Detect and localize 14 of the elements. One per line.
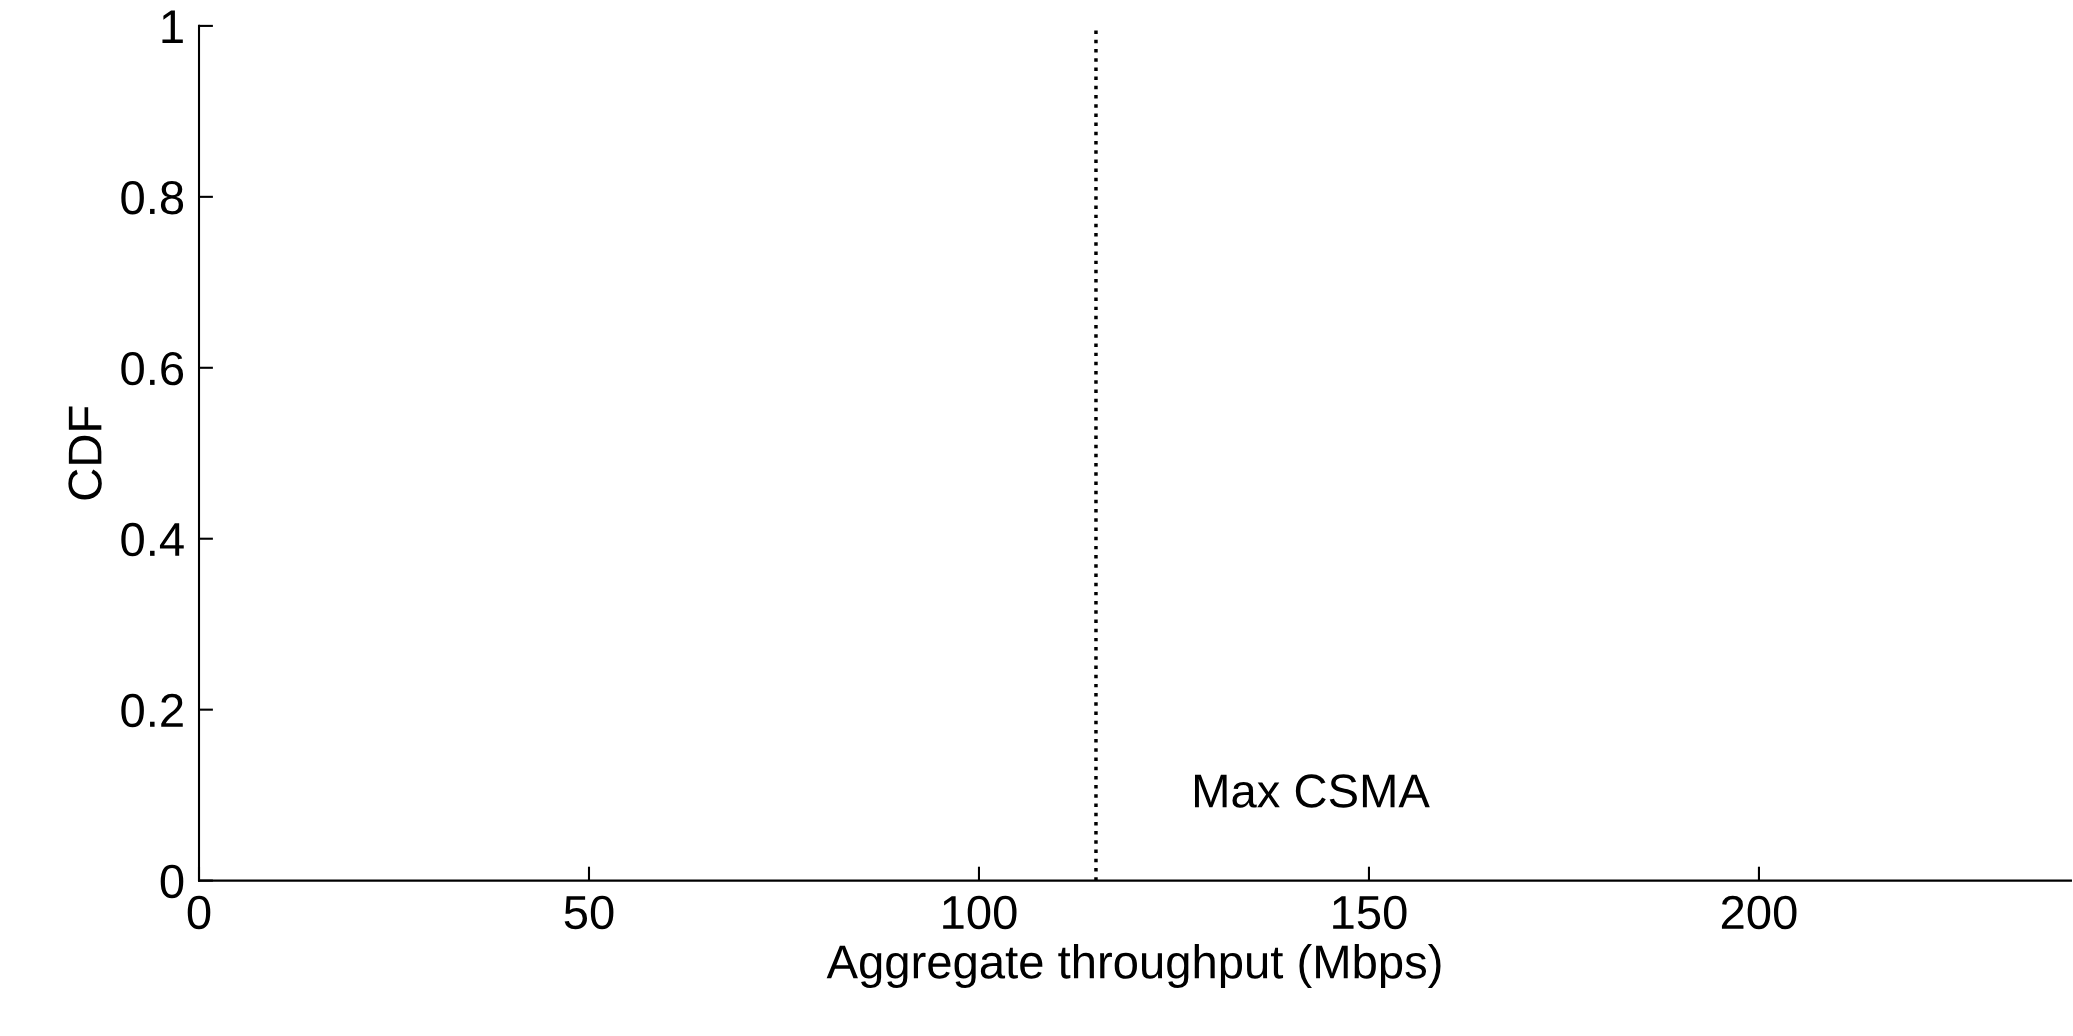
x-tick-label: 50 [564,895,614,930]
x-tick-label: 100 [943,895,1017,930]
y-tick-label: 1 [162,10,183,44]
y-axis-title: CDF [68,406,102,500]
x-tick-label: 200 [1721,895,1797,930]
y-tick-label: 0 [160,864,184,899]
y-tick-label: 0.4 [121,522,184,557]
y-tick-label: 0.6 [121,351,184,386]
x-tick-label: 150 [1333,895,1407,930]
x-tick-label: 0 [187,895,211,930]
x-axis-title: Aggregate throughput (Mbps) [826,944,1441,989]
y-tick-label: 0.8 [121,180,184,215]
y-tick-label: 0.2 [121,693,183,728]
annotation: Max CSMA [1195,774,1430,808]
